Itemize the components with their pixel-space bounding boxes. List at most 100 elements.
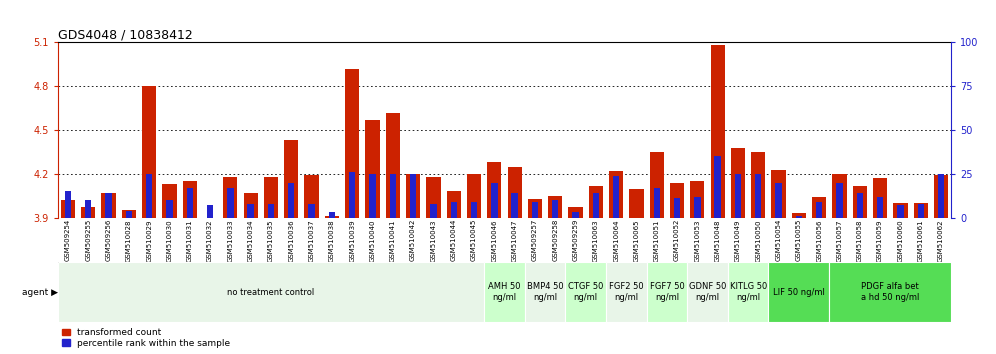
Bar	[305, 175, 319, 218]
Bar	[227, 188, 233, 218]
Bar	[917, 204, 924, 218]
Bar	[873, 178, 887, 218]
Bar	[162, 184, 176, 218]
Bar	[893, 203, 907, 218]
Bar	[247, 204, 254, 218]
Bar	[830, 262, 951, 322]
Bar	[934, 175, 948, 218]
Legend: transformed count, percentile rank within the sample: transformed count, percentile rank withi…	[63, 328, 230, 348]
Bar	[629, 189, 643, 218]
Bar	[471, 202, 477, 218]
Bar	[406, 174, 420, 218]
Text: GDNF 50
ng/ml: GDNF 50 ng/ml	[689, 282, 726, 302]
Bar	[938, 174, 944, 218]
Bar	[812, 197, 827, 218]
Bar	[511, 193, 518, 218]
Bar	[166, 200, 172, 218]
Bar	[853, 185, 867, 218]
Text: AMH 50
ng/ml: AMH 50 ng/ml	[488, 282, 521, 302]
Bar	[370, 174, 375, 218]
Bar	[755, 174, 762, 218]
Bar	[776, 183, 782, 218]
Bar	[913, 203, 928, 218]
Bar	[284, 140, 299, 218]
Bar	[65, 192, 71, 218]
Bar	[833, 174, 847, 218]
Bar	[674, 199, 680, 218]
Bar	[606, 262, 646, 322]
Bar	[528, 199, 542, 218]
Bar	[102, 193, 116, 218]
Bar	[182, 181, 197, 218]
Bar	[264, 177, 278, 218]
Bar	[450, 202, 457, 218]
Bar	[792, 213, 806, 218]
Bar	[613, 176, 620, 218]
Text: FGF2 50
ng/ml: FGF2 50 ng/ml	[609, 282, 643, 302]
Bar	[61, 200, 75, 218]
Bar	[897, 205, 903, 218]
Bar	[710, 45, 725, 218]
Text: GDS4048 / 10838412: GDS4048 / 10838412	[58, 28, 192, 41]
Bar	[687, 262, 728, 322]
Bar	[735, 174, 741, 218]
Bar	[146, 174, 152, 218]
Bar	[569, 207, 583, 218]
Bar	[410, 174, 416, 218]
Bar	[58, 262, 484, 322]
Bar	[268, 204, 274, 218]
Bar	[769, 262, 830, 322]
Text: FGF7 50
ng/ml: FGF7 50 ng/ml	[649, 282, 684, 302]
Bar	[552, 200, 559, 218]
Bar	[484, 262, 525, 322]
Bar	[694, 197, 700, 218]
Bar	[325, 216, 339, 218]
Bar	[467, 174, 481, 218]
Bar	[122, 210, 135, 218]
Bar	[728, 262, 769, 322]
Bar	[731, 148, 745, 218]
Bar	[816, 202, 823, 218]
Bar	[690, 181, 704, 218]
Bar	[751, 152, 765, 218]
Text: LIF 50 ng/ml: LIF 50 ng/ml	[773, 287, 825, 297]
Bar	[609, 171, 623, 218]
Bar	[566, 262, 606, 322]
Bar	[125, 211, 132, 218]
Bar	[573, 212, 579, 218]
Bar	[487, 162, 501, 218]
Bar	[345, 69, 360, 218]
Bar	[81, 207, 96, 218]
Text: KITLG 50
ng/ml: KITLG 50 ng/ml	[729, 282, 767, 302]
Bar	[426, 177, 440, 218]
Bar	[142, 86, 156, 218]
Text: agent ▶: agent ▶	[22, 287, 58, 297]
Bar	[366, 120, 379, 218]
Bar	[329, 212, 335, 218]
Bar	[589, 185, 603, 218]
Bar	[223, 177, 237, 218]
Text: BMP4 50
ng/ml: BMP4 50 ng/ml	[527, 282, 564, 302]
Bar	[186, 188, 193, 218]
Bar	[837, 183, 843, 218]
Bar	[207, 205, 213, 218]
Text: no treatment control: no treatment control	[227, 287, 315, 297]
Bar	[876, 197, 883, 218]
Bar	[288, 183, 295, 218]
Bar	[389, 174, 396, 218]
Bar	[646, 262, 687, 322]
Bar	[349, 172, 356, 218]
Bar	[430, 204, 436, 218]
Text: CTGF 50
ng/ml: CTGF 50 ng/ml	[568, 282, 604, 302]
Bar	[532, 202, 538, 218]
Bar	[525, 262, 566, 322]
Bar	[593, 193, 599, 218]
Bar	[309, 204, 315, 218]
Bar	[106, 193, 112, 218]
Bar	[548, 196, 563, 218]
Bar	[714, 156, 721, 218]
Bar	[491, 183, 498, 218]
Bar	[857, 193, 863, 218]
Bar	[653, 188, 660, 218]
Bar	[772, 170, 786, 218]
